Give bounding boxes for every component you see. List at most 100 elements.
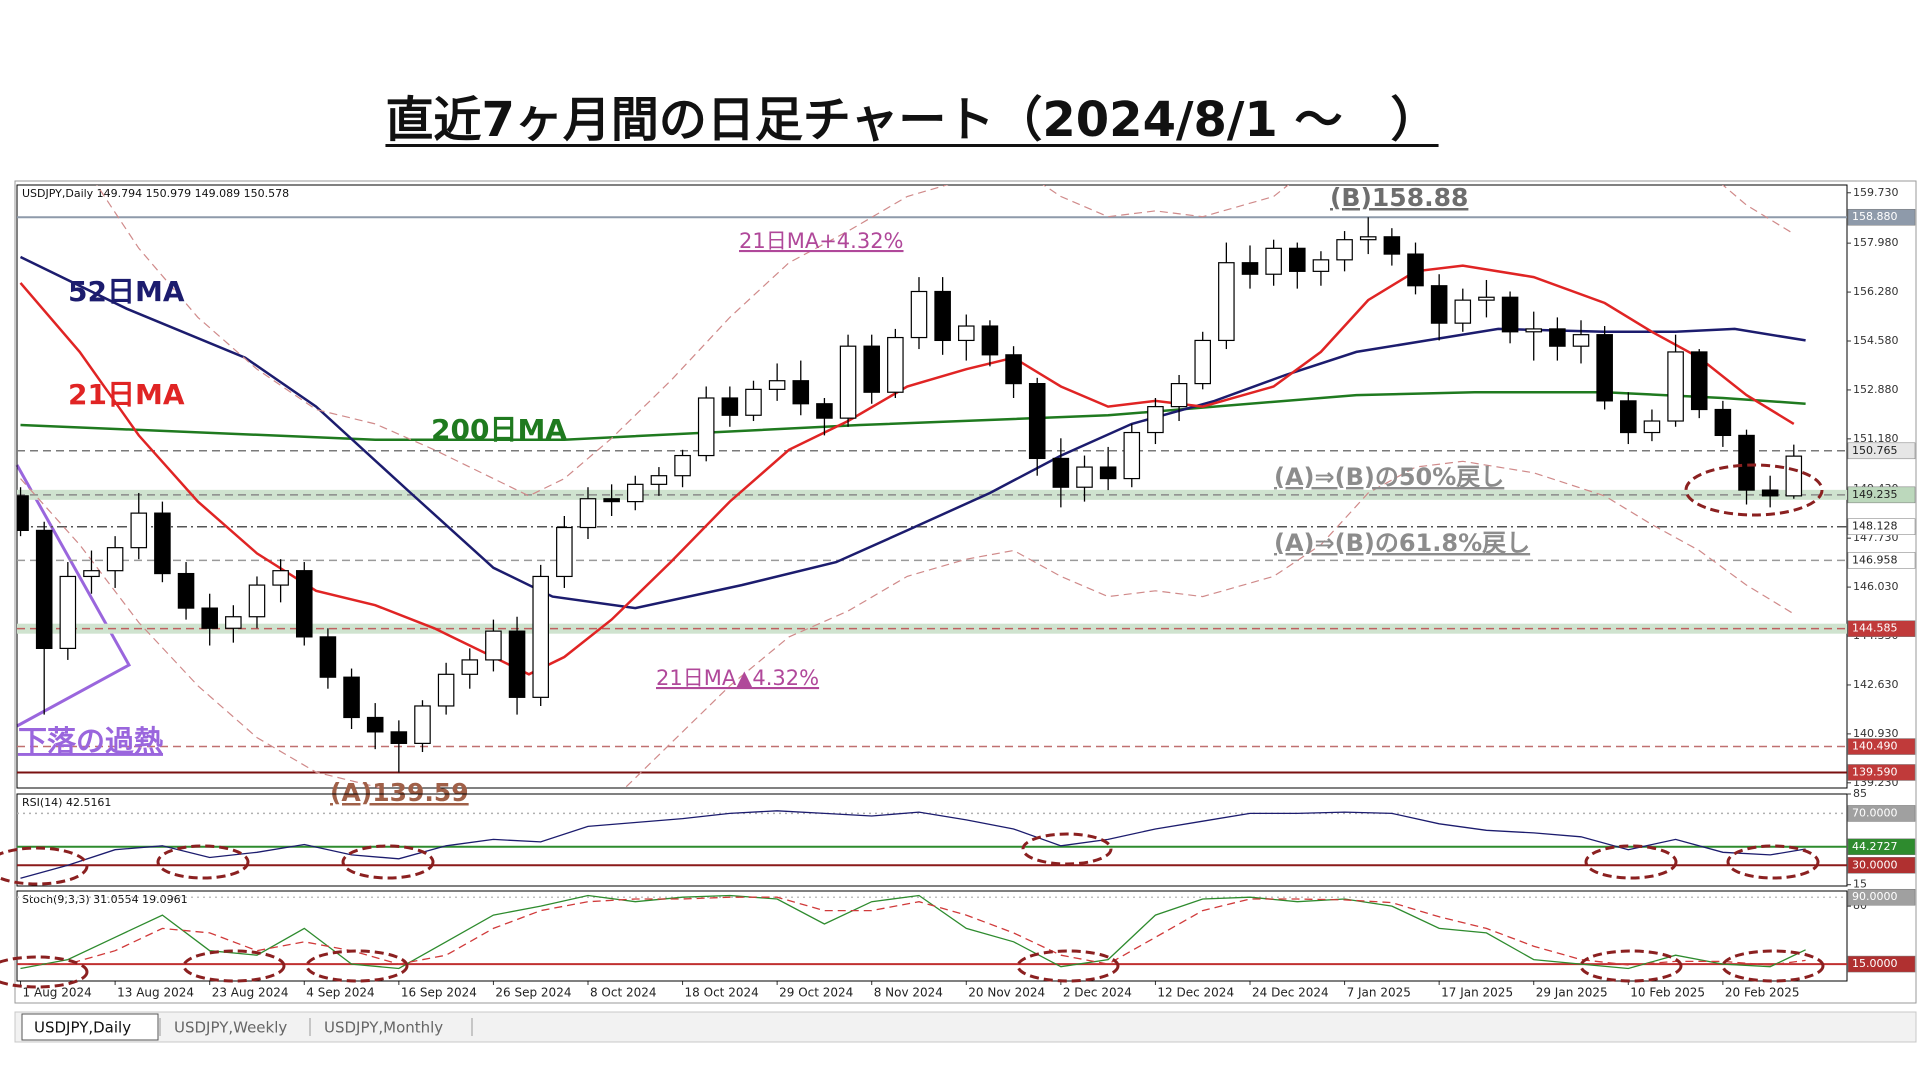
highlight-ellipses (0, 463, 1825, 989)
x-tick-label: 20 Nov 2024 (968, 986, 1045, 1000)
highlight-ellipse (1721, 949, 1825, 983)
highlight-ellipse (341, 844, 435, 880)
highlight-ellipse (1684, 463, 1824, 517)
indicator-line (20, 810, 1806, 879)
tab[interactable] (162, 1014, 308, 1040)
candle-body (1028, 383, 1046, 460)
candle-body (1312, 259, 1330, 272)
candle-body (934, 290, 951, 342)
highlight-ellipse (1016, 949, 1120, 983)
tab[interactable] (312, 1014, 470, 1040)
candle-body (650, 475, 668, 485)
candle-body (1454, 299, 1472, 324)
y-tick-label: 159.730 (1853, 186, 1899, 199)
plot-area (17, 894, 1847, 970)
candle-body (59, 575, 77, 650)
candle-body (414, 705, 431, 744)
page-title: 直近7ヶ月間の日足チャート（2024/8/1 ～ ） (385, 92, 1439, 148)
highlight-ellipse (182, 949, 286, 983)
candle-body (248, 584, 266, 618)
candle-body (319, 636, 337, 678)
y-tick-label: 85 (1853, 787, 1867, 800)
candle-body (863, 345, 880, 393)
y-tick-label: 156.280 (1853, 285, 1899, 298)
x-tick-label: 18 Oct 2024 (685, 986, 759, 1000)
level-label: 70.0000 (1852, 806, 1898, 819)
y-tick-label: 154.580 (1853, 334, 1899, 347)
candle-body (461, 659, 479, 675)
candle-body (957, 325, 975, 342)
level-label-box (1847, 486, 1916, 504)
indicator-line (20, 894, 1806, 970)
y-tick-label: 151.180 (1853, 432, 1899, 445)
highlight-ellipse (1726, 844, 1820, 880)
candle-body (1714, 408, 1732, 437)
candle-body (1572, 334, 1590, 347)
tab-label[interactable]: USDJPY,Weekly (174, 1019, 287, 1037)
candle-body (1501, 296, 1519, 333)
x-tick-label: 8 Nov 2024 (874, 986, 943, 1000)
level-label-box (1847, 805, 1916, 822)
indicator-label: 200日MA (431, 413, 567, 446)
panel-frame (16, 890, 1848, 982)
level-label: 139.590 (1852, 765, 1898, 778)
x-tick-label: 20 Feb 2025 (1725, 986, 1800, 1000)
x-tick-label: 13 Aug 2024 (117, 986, 194, 1000)
candle-body (1478, 296, 1495, 301)
candle-body (1761, 489, 1779, 497)
level-label-box (1847, 208, 1916, 226)
x-tick-label: 4 Sep 2024 (306, 986, 374, 1000)
highlight-ellipse (1584, 844, 1678, 880)
page-title-wrap: 直近7ヶ月間の日足チャート（2024/8/1 ～ ） (0, 80, 1824, 150)
level-label: 90.0000 (1852, 890, 1898, 903)
candle-body (1643, 420, 1661, 434)
level-label-box (1847, 857, 1916, 874)
level-label-box (1847, 518, 1916, 535)
candle-body (390, 731, 408, 744)
level-label: 44.2727 (1852, 840, 1898, 853)
x-tick-label: 7 Jan 2025 (1347, 986, 1411, 1000)
annotation: (A)⇒(B)の50%戻し (1274, 463, 1504, 491)
level-label-box (1847, 738, 1916, 755)
candle-body (674, 454, 691, 477)
highlight-ellipse (0, 846, 89, 886)
level-label-box (1847, 620, 1916, 637)
level-label-box (1847, 838, 1916, 856)
candle-body (1785, 455, 1803, 497)
candle-body (1738, 434, 1755, 491)
x-tick-label: 29 Jan 2025 (1536, 986, 1608, 1000)
tab-label[interactable]: USDJPY,Monthly (324, 1019, 443, 1037)
panel-frame (16, 184, 1848, 789)
candle-body (1620, 400, 1637, 434)
indicator-label: 21日MA▲4.32% (656, 666, 819, 690)
candle-body (1596, 334, 1613, 402)
x-tick-label: 26 Sep 2024 (495, 986, 571, 1000)
candle-body (1099, 466, 1117, 480)
candle-body (887, 336, 904, 393)
candle-body (130, 512, 148, 549)
tab[interactable] (21, 1013, 159, 1041)
candle-body (1383, 236, 1401, 255)
x-tick-label: 23 Aug 2024 (212, 986, 289, 1000)
level-label: 148.128 (1852, 520, 1898, 533)
level-label: 150.765 (1852, 444, 1898, 457)
candle-body (910, 290, 928, 339)
candle-body (225, 616, 242, 629)
candle-body (981, 325, 999, 356)
indicator-label: 52日MA (68, 275, 185, 308)
plot-area (17, 810, 1847, 879)
annotation: 下落の過熱 (18, 724, 163, 758)
candle-body (366, 716, 384, 733)
tab-label[interactable]: USDJPY,Daily (34, 1019, 131, 1037)
indicator-line (20, 896, 1806, 966)
highlight-ellipse (1579, 949, 1683, 983)
panel-header: USDJPY,Daily 149.794 150.979 149.089 150… (22, 187, 289, 200)
y-tick-label: 146.030 (1853, 580, 1899, 593)
candle-body (1123, 431, 1141, 480)
candle-body (532, 575, 549, 698)
candle-body (1690, 351, 1708, 411)
candle-body (1289, 247, 1306, 272)
candle-body (792, 380, 810, 405)
candle-body (1052, 457, 1070, 488)
